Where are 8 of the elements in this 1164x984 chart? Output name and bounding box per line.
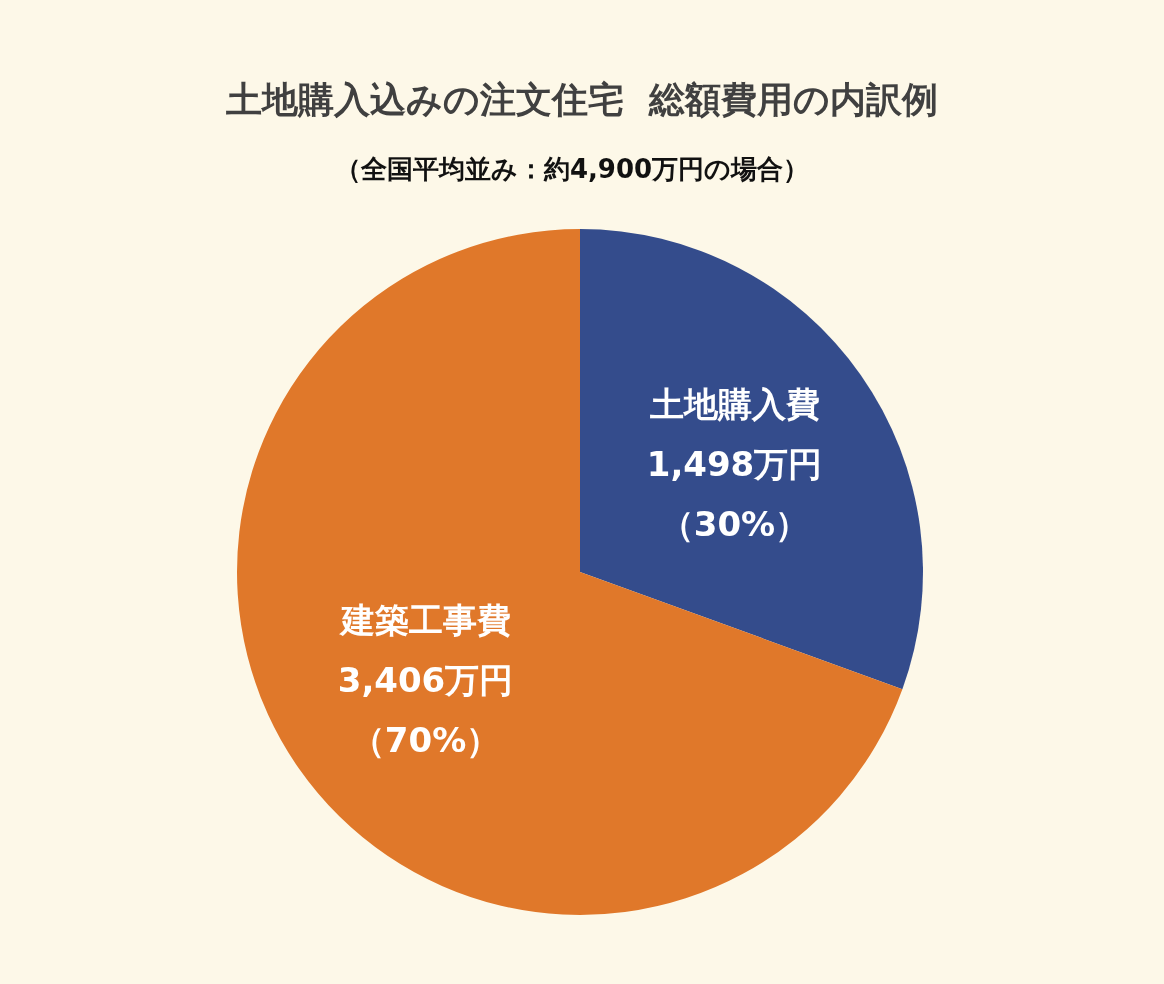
pie-slice <box>580 229 923 690</box>
slice-label: 土地購入費 <box>648 383 820 424</box>
data-label: 1,498万円（30%） <box>646 443 823 544</box>
slice-label: 建築工事費 <box>338 600 511 641</box>
pie-slice <box>237 229 903 915</box>
chart-subtitle: （全国平均並み：約4,900万円の場合） <box>334 154 810 184</box>
data-label: 3,406万円（70%） <box>337 660 514 761</box>
chart-title: 土地購入込みの注文住宅 総額費用の内訳例 <box>225 79 939 120</box>
